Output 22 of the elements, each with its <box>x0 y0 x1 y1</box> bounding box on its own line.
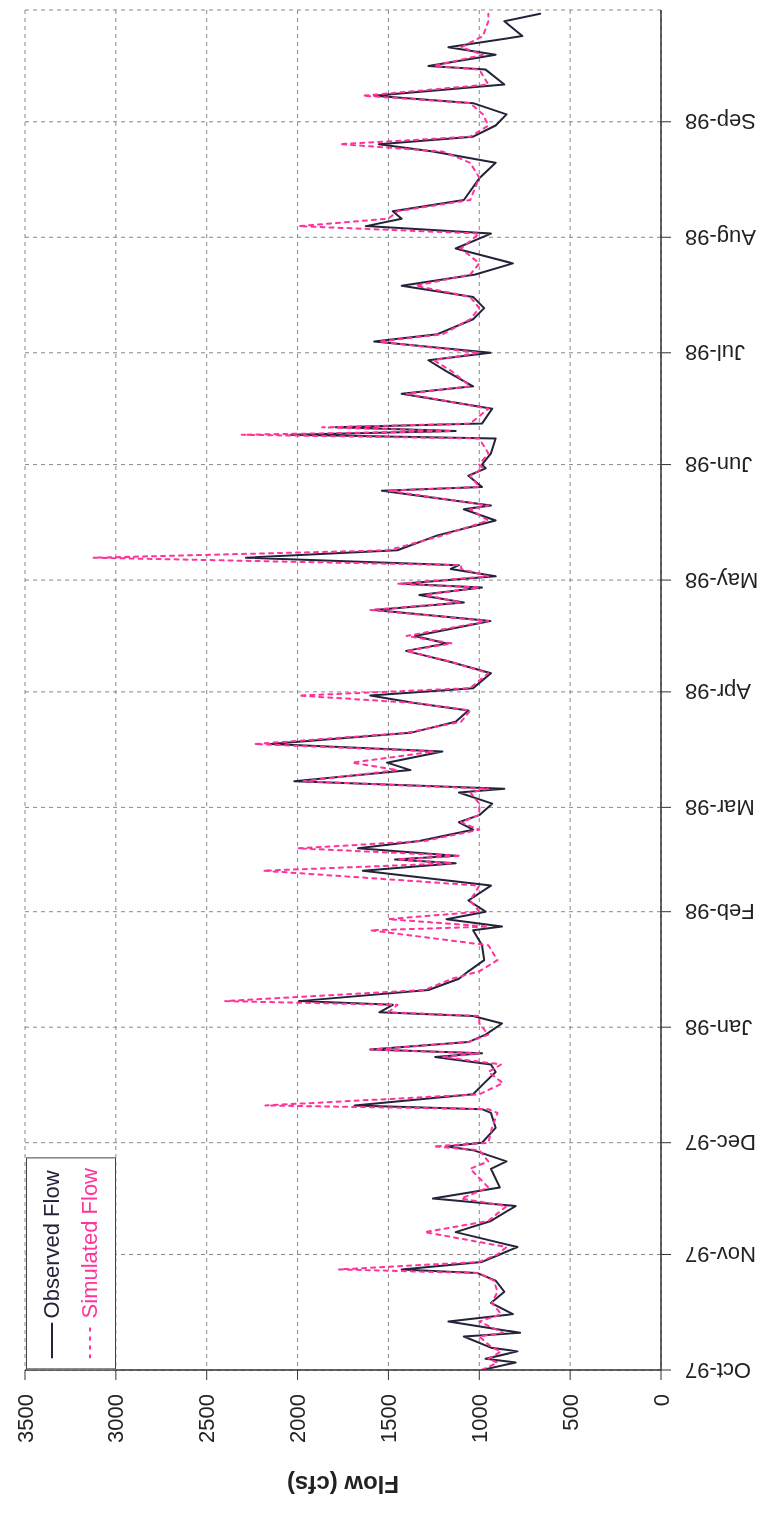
y-tick-label: Mar-98 <box>685 794 755 820</box>
x-tick-label: 2500 <box>194 1394 220 1443</box>
y-tick-label: Jun-98 <box>685 452 753 478</box>
y-tick-label: Aug-98 <box>685 224 756 250</box>
x-tick-label: 3000 <box>103 1394 129 1443</box>
y-tick-label: Apr-98 <box>685 679 752 705</box>
x-tick-label: 1000 <box>466 1394 492 1443</box>
y-tick-label: May-98 <box>685 567 759 593</box>
y-tick-label: Jan-98 <box>685 1014 753 1040</box>
x-axis-title: Flow (cfs) <box>287 1471 399 1498</box>
x-tick-label: 0 <box>648 1394 674 1407</box>
y-tick-label: Feb-98 <box>685 899 755 925</box>
y-tick-label: Sep-98 <box>685 109 756 135</box>
x-tick-label: 500 <box>557 1394 583 1431</box>
y-tick-label: Jul-98 <box>685 340 745 366</box>
x-tick-label: 3500 <box>12 1394 38 1443</box>
legend-box: Observed Flow Simulated Flow <box>26 1156 116 1369</box>
y-tick-label: Nov-97 <box>685 1241 756 1267</box>
x-tick-label: 2000 <box>285 1394 311 1443</box>
y-tick-label: Oct-97 <box>685 1357 752 1383</box>
x-tick-label: 1500 <box>375 1394 401 1443</box>
y-tick-label: Dec-97 <box>685 1130 756 1156</box>
